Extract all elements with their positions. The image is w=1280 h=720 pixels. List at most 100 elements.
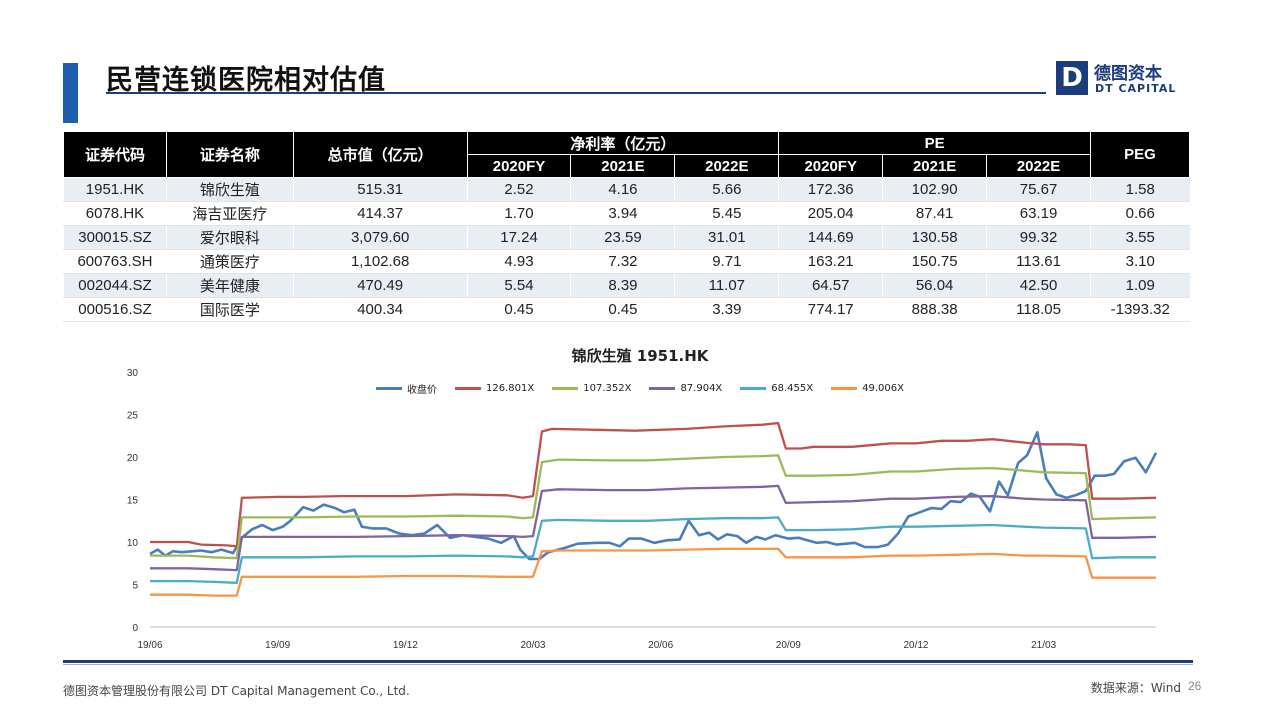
table-row: 6078.HK 海吉亚医疗 414.37 1.70 3.94 5.45 205.…: [63, 201, 1190, 226]
cell-nm-2020: 1.70: [466, 201, 571, 226]
legend-item: 49.006X: [831, 381, 904, 396]
cell-peg: 1.58: [1089, 177, 1190, 202]
y-tick-label: 15: [127, 496, 139, 507]
cell-name: 通策医疗: [165, 249, 294, 274]
cell-pe-2022: 75.67: [986, 177, 1091, 202]
x-tick-label: 20/06: [648, 640, 673, 651]
table-row: 000516.SZ 国际医学 400.34 0.45 0.45 3.39 774…: [63, 297, 1190, 322]
cell-peg: 1.09: [1089, 273, 1190, 298]
cell-market-cap: 414.37: [292, 201, 468, 226]
cell-market-cap: 3,079.60: [292, 225, 468, 250]
cell-pe-2022: 42.50: [986, 273, 1091, 298]
cell-nm-2022: 31.01: [674, 225, 779, 250]
cell-nm-2022: 3.39: [674, 297, 779, 322]
cell-pe-2021: 102.90: [882, 177, 987, 202]
legend-swatch: [649, 387, 676, 390]
cell-code: 1951.HK: [63, 177, 167, 202]
legend-label: 收盘价: [407, 385, 438, 396]
title-accent-bar: [63, 63, 78, 123]
cell-market-cap: 515.31: [292, 177, 468, 202]
cell-market-cap: 1,102.68: [292, 249, 468, 274]
footer-divider: [63, 660, 1193, 663]
table-row: 300015.SZ 爱尔眼科 3,079.60 17.24 23.59 31.0…: [63, 225, 1190, 250]
header-market-cap: 总市值（亿元）: [292, 131, 468, 178]
y-tick-label: 0: [132, 623, 138, 634]
cell-nm-2022: 5.66: [674, 177, 779, 202]
series-line-b1: [150, 421, 1157, 548]
cell-nm-2021: 7.32: [570, 249, 675, 274]
cell-code: 6078.HK: [63, 201, 167, 226]
legend-item: 107.352X: [552, 381, 631, 396]
chart-legend: 收盘价 126.801X 107.352X 87.904X 68.455X 49.006X: [100, 381, 1180, 396]
legend-item: 68.455X: [740, 381, 813, 396]
legend-swatch: [740, 387, 767, 390]
chart-title: 锦欣生殖 1951.HK: [571, 347, 709, 365]
valuation-table: 证券代码 证券名称 总市值（亿元） 净利率（亿元） PE PEG 2020FY …: [63, 131, 1191, 322]
cell-name: 国际医学: [165, 297, 294, 322]
series-line-b4: [150, 516, 1156, 584]
title-underline: [106, 92, 1046, 94]
header-pe-2022: 2022E: [986, 154, 1091, 178]
legend-swatch: [831, 387, 858, 390]
cell-pe-2022: 99.32: [986, 225, 1091, 250]
x-tick-label: 19/06: [137, 640, 162, 651]
cell-pe-2020: 172.36: [778, 177, 883, 202]
header-peg: PEG: [1089, 131, 1191, 178]
cell-market-cap: 400.34: [292, 297, 468, 322]
cell-peg: 3.55: [1089, 225, 1190, 250]
header-pe-2020: 2020FY: [778, 154, 884, 178]
cell-code: 600763.SH: [63, 249, 167, 274]
chart-plot-area: 0 5 10 15 20 25 30 19/06 19/09 19/12 20/03 20/06 20/…: [127, 368, 1158, 651]
series-line-b3: [150, 484, 1157, 572]
cell-pe-2022: 113.61: [986, 249, 1091, 274]
cell-pe-2021: 87.41: [882, 201, 987, 226]
y-tick-label: 20: [127, 453, 139, 464]
header-net-margin: 净利率（亿元）: [466, 131, 780, 155]
header-name: 证券名称: [165, 131, 294, 178]
y-tick-label: 10: [127, 538, 139, 549]
cell-nm-2020: 2.52: [466, 177, 571, 202]
cell-pe-2021: 56.04: [882, 273, 987, 298]
cell-nm-2021: 23.59: [570, 225, 675, 250]
header-pe-2021: 2021E: [882, 154, 988, 178]
cell-pe-2020: 774.17: [778, 297, 883, 322]
legend-swatch: [376, 387, 403, 390]
header-pe: PE: [778, 131, 1091, 155]
header-nm-2022: 2022E: [674, 154, 780, 178]
legend-label: 68.455X: [771, 383, 814, 394]
page-title: 民营连锁医院相对估值: [106, 65, 386, 96]
cell-nm-2022: 11.07: [674, 273, 779, 298]
page-number: 26: [1188, 679, 1202, 693]
logo-mark-icon: D: [1056, 61, 1088, 95]
cell-code: 002044.SZ: [63, 273, 167, 298]
cell-peg: -1393.32: [1089, 297, 1190, 322]
cell-pe-2021: 130.58: [882, 225, 987, 250]
x-tick-label: 20/03: [520, 640, 545, 651]
pe-band-chart: 0 5 10 15 20 25 30 19/06 19/09 19/12 20/03 20/06 20/…: [100, 340, 1180, 660]
logo-english-name: DT CAPITAL: [1095, 82, 1177, 95]
cell-peg: 0.66: [1089, 201, 1190, 226]
legend-label: 126.801X: [486, 383, 535, 394]
cell-pe-2020: 64.57: [778, 273, 883, 298]
x-tick-label: 20/09: [776, 640, 801, 651]
y-tick-label: 30: [127, 368, 139, 379]
x-tick-label: 19/12: [393, 640, 418, 651]
series-line-close: [149, 431, 1158, 561]
y-tick-label: 25: [127, 411, 139, 422]
legend-item: 收盘价: [376, 381, 437, 396]
cell-pe-2020: 163.21: [778, 249, 883, 274]
header-nm-2021: 2021E: [570, 154, 676, 178]
footer-company: 德图资本管理股份有限公司 DT Capital Management Co., …: [63, 684, 410, 698]
cell-name: 美年健康: [165, 273, 294, 298]
cell-peg: 3.10: [1089, 249, 1190, 274]
cell-code: 000516.SZ: [63, 297, 167, 322]
cell-pe-2022: 118.05: [986, 297, 1091, 322]
footer-source: 数据来源：Wind: [1090, 681, 1181, 695]
table-row: 002044.SZ 美年健康 470.49 5.54 8.39 11.07 64…: [63, 273, 1190, 298]
cell-name: 海吉亚医疗: [165, 201, 294, 226]
cell-nm-2020: 5.54: [466, 273, 571, 298]
legend-swatch: [455, 387, 482, 390]
cell-nm-2021: 8.39: [570, 273, 675, 298]
cell-pe-2021: 888.38: [882, 297, 987, 322]
x-tick-label: 20/12: [903, 640, 928, 651]
